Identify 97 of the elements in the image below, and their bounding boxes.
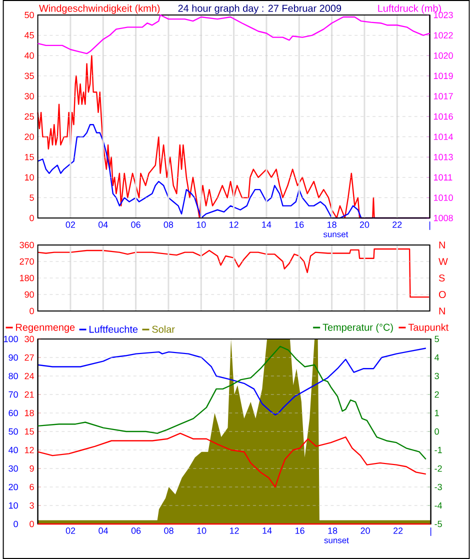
x-tick-label: 02 — [66, 222, 76, 228]
y3-tick-label: -5 — [434, 520, 442, 528]
y2-tick-label: 6 — [30, 484, 34, 490]
y3-tick-label: 5 — [434, 336, 440, 342]
y3-tick-label: -2 — [434, 465, 442, 472]
y2-tick-label: 18 — [25, 410, 34, 416]
text: O — [439, 290, 446, 298]
y2-tick-label: 3 — [30, 502, 34, 509]
x-tick-label: 18 — [328, 222, 336, 228]
text: W — [438, 258, 448, 265]
x-tick-label: 10 — [196, 222, 206, 228]
x-tick-label: 20 — [360, 528, 370, 534]
x-tick-label: 16 — [296, 528, 304, 534]
y-tick-label: 30 — [8, 465, 18, 472]
y2-tick-label: 1022 — [434, 32, 453, 38]
text: S — [439, 274, 445, 282]
x-tick-label: 08 — [164, 222, 174, 228]
y2-tick-label: 1008 — [434, 214, 453, 222]
y-tick-label: 270 — [20, 258, 34, 265]
x-tick-label: | — [430, 528, 432, 536]
y-tick-label: 60 — [8, 410, 18, 416]
y2-tick-label: 9 — [30, 465, 34, 472]
y-tick-label: 360 — [20, 242, 34, 248]
x-tick-label: 06 — [132, 528, 141, 534]
x-tick-label: 22 — [394, 528, 403, 534]
y-axis-title: Windgeschwindigkeit (kmh) — [39, 4, 160, 14]
y-tick-label: 80 — [8, 372, 18, 380]
x-tick-label: 10 — [197, 528, 206, 534]
text: N — [439, 242, 445, 248]
y-tick-label: 15 — [25, 154, 34, 160]
y3-tick-label: -4 — [434, 502, 442, 509]
y3-tick-label: 4 — [434, 354, 440, 361]
text: N — [439, 308, 445, 314]
legend-label: Temperatur (°C) — [322, 324, 393, 333]
y-tick-label: 10 — [9, 502, 18, 509]
y2-tick-label: 1010 — [434, 194, 454, 201]
x-tick-label: 16 — [294, 222, 304, 228]
y2-tick-label: 1020 — [434, 52, 454, 59]
y2-tick-label: 21 — [24, 391, 34, 398]
y3-tick-label: -3 — [434, 484, 442, 490]
y-tick-label: 35 — [24, 72, 34, 80]
chart-title: 24 hour graph day : 27 Februar 2009 — [178, 4, 342, 14]
x-tick-label: 12 — [230, 528, 239, 534]
y2-tick-label: 1017 — [434, 93, 453, 100]
y-tick-label: 20 — [24, 134, 34, 140]
y2-tick-label: 1019 — [434, 72, 453, 80]
y-tick-label: 0 — [14, 520, 18, 528]
y2-tick-label: 1016 — [434, 113, 453, 120]
y-tick-label: 5 — [30, 194, 34, 201]
x-tick-label: 02 — [66, 528, 76, 534]
y-tick-label: 90 — [8, 354, 18, 361]
y-tick-label: 10 — [25, 174, 34, 181]
x-tick-label: 18 — [328, 528, 338, 534]
y2-tick-label: 24 — [24, 372, 34, 380]
y3-tick-label: 3 — [434, 372, 440, 380]
x-tick-label: 08 — [164, 528, 174, 534]
y-tick-label: 0 — [30, 308, 34, 314]
y-tick-label: 25 — [24, 113, 34, 120]
y2-tick-label: 1014 — [434, 134, 454, 140]
y-tick-label: 40 — [8, 446, 18, 454]
y-tick-label: 90 — [24, 291, 34, 298]
y3-tick-label: 1 — [435, 410, 439, 416]
x-tick-label: 20 — [360, 222, 370, 228]
legend-label: Taupunkt — [408, 324, 449, 333]
y-tick-label: 20 — [8, 484, 18, 490]
x-tick-label: 14 — [262, 222, 272, 228]
y-tick-label: 180 — [20, 274, 34, 282]
x-tick-label: 06 — [131, 222, 140, 228]
y2-tick-label: 27 — [24, 354, 34, 361]
y-tick-label: 70 — [8, 391, 18, 398]
x-tick-label: 22 — [392, 222, 402, 228]
y-tick-label: 100 — [4, 336, 18, 342]
y2-tick-label: 12 — [25, 446, 34, 454]
text: sunset — [324, 232, 348, 238]
legend-label: Regenmenge — [16, 324, 75, 333]
text: sunset — [324, 538, 349, 544]
y-tick-label: 45 — [24, 32, 34, 38]
y3-tick-label: 0 — [434, 428, 440, 435]
x-tick-label: 04 — [98, 528, 108, 534]
y2-tick-label: 1023 — [434, 12, 453, 18]
y-tick-label: 50 — [24, 12, 34, 18]
y2-tick-label: 1011 — [434, 174, 452, 181]
y2-axis-title: Luftdruck (mb) — [378, 4, 442, 14]
x-tick-label: 12 — [230, 222, 238, 228]
y3-tick-label: -1 — [434, 446, 442, 454]
line-series — [37, 346, 427, 460]
x-tick-label: 04 — [98, 222, 108, 228]
y3-tick-label: 2 — [434, 391, 439, 398]
y-tick-label: 50 — [8, 428, 18, 435]
y-tick-label: 30 — [24, 93, 34, 100]
line-series — [37, 248, 430, 298]
y-tick-label: 0 — [30, 214, 34, 222]
legend-label: Solar — [152, 325, 175, 333]
y2-tick-label: 1013 — [434, 154, 453, 160]
legend-label: Luftfeuchte — [90, 325, 138, 333]
x-tick-label: 14 — [262, 528, 272, 534]
y-tick-label: 40 — [24, 52, 34, 59]
